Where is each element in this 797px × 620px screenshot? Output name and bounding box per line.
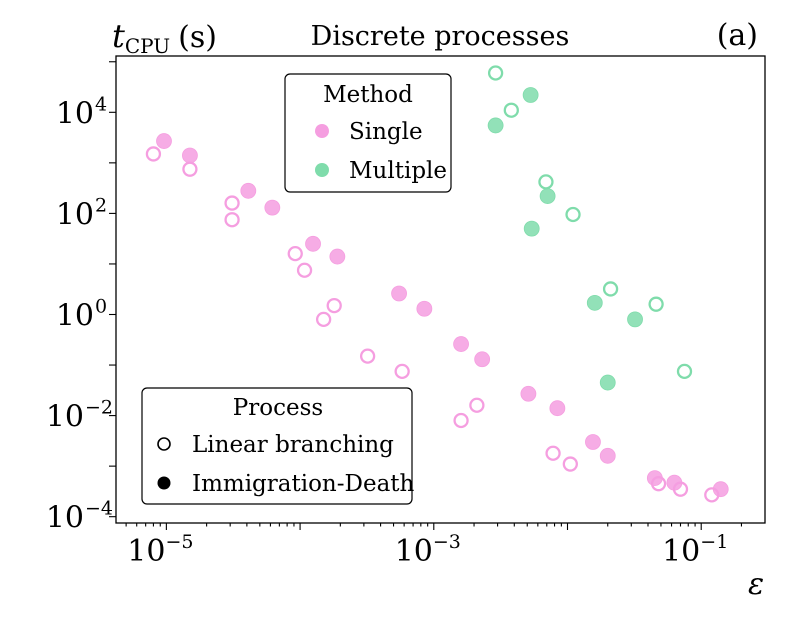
data-point xyxy=(627,311,643,328)
data-point xyxy=(487,117,504,134)
data-point xyxy=(565,206,581,223)
y-tick-base: 10 xyxy=(56,197,94,232)
y-tick-exponent: 0 xyxy=(95,295,107,317)
process-legend-box xyxy=(141,387,413,505)
data-point xyxy=(315,311,332,328)
method-legend-single-label: Single xyxy=(349,119,423,145)
data-point xyxy=(599,374,616,391)
y-axis-label: tCPU (s) xyxy=(112,17,217,58)
series-single-linear-branching xyxy=(145,146,720,503)
data-point xyxy=(523,220,540,237)
x-tick-label: 10−1 xyxy=(662,531,728,569)
y-tick-base: 10 xyxy=(56,96,94,131)
method-legend-box xyxy=(284,73,452,193)
data-point xyxy=(224,212,240,228)
plot-frame xyxy=(115,55,766,524)
data-point xyxy=(474,351,491,368)
y-tick-label: 10 xyxy=(46,501,84,536)
data-point xyxy=(264,199,281,216)
data-point xyxy=(522,87,539,103)
data-point xyxy=(539,188,556,204)
data-point xyxy=(394,363,410,380)
method-legend-title: Method xyxy=(323,82,413,108)
y-axis-label-main: t xyxy=(112,17,125,55)
data-point xyxy=(538,174,554,190)
data-point xyxy=(453,336,469,352)
y-tick-exponent: 4 xyxy=(95,93,107,115)
data-point xyxy=(240,182,257,199)
x-tick-exponent: −1 xyxy=(700,531,728,553)
data-point xyxy=(586,294,603,311)
y-tick-label: 10 xyxy=(56,96,94,131)
x-tick-label: 10−5 xyxy=(127,531,193,569)
data-point xyxy=(182,161,198,177)
data-point xyxy=(712,481,729,498)
data-point xyxy=(145,146,162,162)
process-legend-title: Process xyxy=(233,395,323,421)
process-legend-immigration-marker xyxy=(157,476,171,490)
data-point xyxy=(487,65,504,81)
data-point xyxy=(520,385,537,402)
y-tick-exponent: 2 xyxy=(95,194,107,216)
process-legend: Process Linear branching Immigration-Dea… xyxy=(141,387,415,505)
y-tick-label: 10 xyxy=(56,197,94,232)
data-point xyxy=(666,474,683,491)
y-tick-label: 10 xyxy=(56,298,94,333)
y-tick-base: 10 xyxy=(56,298,94,333)
y-axis-label-unit: (s) xyxy=(178,20,217,55)
y-axis-label-sub: CPU xyxy=(125,34,170,58)
x-tick-exponent: −5 xyxy=(165,531,193,553)
data-point xyxy=(224,195,240,211)
y-tick-base: 10 xyxy=(46,400,84,435)
method-legend-multiple-label: Multiple xyxy=(349,158,447,184)
data-point xyxy=(503,102,519,118)
data-point xyxy=(359,348,376,364)
x-tick-base: 10 xyxy=(127,534,165,569)
data-point xyxy=(391,285,407,302)
process-legend-linear-marker xyxy=(157,437,171,451)
y-tick-exponent: −4 xyxy=(85,498,113,520)
data-point xyxy=(453,412,469,429)
x-tick-label: 10−3 xyxy=(395,531,461,569)
data-point xyxy=(585,434,601,450)
data-point xyxy=(676,363,693,380)
method-legend-single-marker xyxy=(315,124,329,138)
data-point xyxy=(326,297,342,314)
data-point xyxy=(646,470,663,486)
process-legend-immigration-label: Immigration-Death xyxy=(192,471,415,497)
series-multiple-linear-branching xyxy=(487,65,693,380)
data-point xyxy=(545,445,561,461)
data-point xyxy=(416,300,433,317)
series-multiple-immigration-death xyxy=(487,87,643,391)
data-point xyxy=(602,281,619,297)
series-single-immigration-death xyxy=(156,133,729,498)
data-point xyxy=(599,447,616,464)
data-point xyxy=(648,296,664,312)
chart-title: Discrete processes xyxy=(311,21,570,52)
data-point xyxy=(156,133,172,149)
data-point xyxy=(549,400,566,417)
y-tick-label: 10 xyxy=(46,400,84,435)
x-tick-base: 10 xyxy=(395,534,433,569)
y-tick-exponent: −2 xyxy=(85,397,113,419)
data-point xyxy=(562,456,578,472)
method-legend: Method Single Multiple xyxy=(284,73,452,193)
process-legend-linear-label: Linear branching xyxy=(192,432,394,458)
data-point xyxy=(329,248,346,265)
y-tick-base: 10 xyxy=(46,501,84,536)
method-legend-multiple-marker xyxy=(315,163,329,177)
data-point xyxy=(469,397,485,413)
x-axis-label: ε xyxy=(748,567,764,602)
x-tick-base: 10 xyxy=(662,534,700,569)
data-points xyxy=(145,65,729,503)
data-point xyxy=(305,235,321,252)
data-point xyxy=(182,147,198,164)
panel-label: (a) xyxy=(717,18,758,53)
data-point xyxy=(296,262,313,278)
x-tick-exponent: −3 xyxy=(433,531,461,553)
data-point xyxy=(287,245,303,262)
